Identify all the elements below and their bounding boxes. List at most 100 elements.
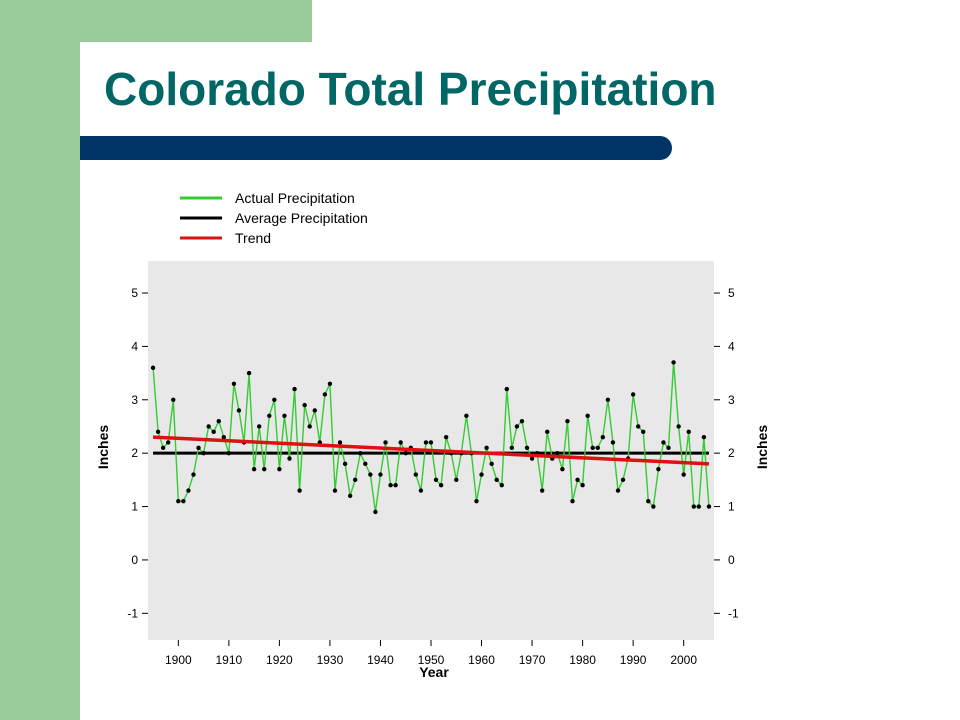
series-layer xyxy=(150,360,712,515)
data-point-actual xyxy=(484,445,489,451)
data-point-actual xyxy=(398,440,403,445)
data-point-actual xyxy=(691,504,696,509)
data-point-actual xyxy=(545,429,550,435)
data-point-actual xyxy=(368,472,373,477)
data-point-actual xyxy=(352,477,358,483)
data-point-actual xyxy=(201,450,206,456)
y-tick-label-left: 4 xyxy=(131,339,138,353)
data-point-actual xyxy=(347,493,353,499)
data-point-actual xyxy=(560,466,565,472)
data-point-actual xyxy=(246,370,252,376)
data-point-actual xyxy=(287,456,292,461)
legend-label-average: Average Precipitation xyxy=(235,210,368,226)
y-axis-title-right: Inches xyxy=(754,425,770,470)
data-point-actual xyxy=(600,434,606,440)
data-point-actual xyxy=(221,434,227,440)
y-tick-label-left: 1 xyxy=(131,500,138,514)
series-line-trend xyxy=(152,435,710,466)
data-point-actual xyxy=(555,450,560,456)
data-point-actual xyxy=(262,466,267,472)
data-point-actual xyxy=(570,499,575,504)
data-point-actual xyxy=(312,408,317,413)
top-decorative-tab xyxy=(80,0,312,42)
data-point-actual xyxy=(630,392,636,397)
data-point-actual xyxy=(155,429,161,435)
chart-legend: Actual Precipitation Average Precipitati… xyxy=(180,190,368,246)
data-point-actual xyxy=(216,418,221,424)
data-point-actual xyxy=(186,488,191,493)
data-point-actual xyxy=(423,440,429,445)
data-point-actual xyxy=(575,477,580,483)
data-point-actual xyxy=(302,402,307,408)
data-point-actual xyxy=(176,499,181,504)
data-point-actual xyxy=(474,499,479,504)
y-tick-label-right: 1 xyxy=(728,500,735,514)
data-point-actual xyxy=(605,397,611,402)
data-point-actual xyxy=(595,445,600,451)
data-point-actual xyxy=(454,477,459,483)
data-point-actual xyxy=(196,445,201,451)
data-point-actual xyxy=(297,488,302,493)
x-tick-label: 1950 xyxy=(418,653,445,667)
y-tick-label-left: -1 xyxy=(127,606,138,620)
y-tick-label-right: -1 xyxy=(728,606,739,620)
data-point-actual xyxy=(307,424,312,429)
x-tick-label: 1910 xyxy=(216,653,243,667)
data-point-actual xyxy=(464,413,469,419)
data-point-actual xyxy=(585,413,590,419)
data-point-actual xyxy=(226,450,232,456)
data-point-actual xyxy=(524,445,530,451)
data-point-actual xyxy=(373,509,378,515)
data-point-actual xyxy=(418,488,424,493)
y-tick-label-right: 3 xyxy=(728,393,735,407)
data-point-actual xyxy=(646,499,651,504)
data-point-actual xyxy=(666,445,671,451)
data-point-actual xyxy=(706,504,712,509)
y-tick-label-left: 3 xyxy=(131,393,138,407)
y-tick-label-left: 5 xyxy=(131,286,138,300)
left-decorative-band xyxy=(0,0,80,720)
data-point-actual xyxy=(565,418,570,424)
data-point-actual xyxy=(529,456,535,461)
y-tick-label-right: 0 xyxy=(728,553,735,567)
data-point-actual xyxy=(363,461,368,467)
data-point-actual xyxy=(378,472,383,477)
data-point-actual xyxy=(166,440,171,445)
data-point-actual xyxy=(438,482,444,488)
axes-layer: -1 -1 0 0 1 1 2 2 3 3 4 4 5 5 1900 1910 1920 1930 1940 1950… xyxy=(127,286,739,667)
data-point-actual xyxy=(256,424,262,429)
title-underline-bar xyxy=(80,136,672,160)
data-point-actual xyxy=(413,472,419,477)
data-point-actual xyxy=(514,424,520,429)
data-point-actual xyxy=(661,440,666,445)
x-tick-label: 1920 xyxy=(266,653,293,667)
data-point-actual xyxy=(211,429,216,435)
data-point-actual xyxy=(615,488,621,493)
x-tick-label: 1900 xyxy=(165,653,192,667)
data-point-actual xyxy=(509,445,515,451)
y-axis-title-left: Inches xyxy=(95,425,111,470)
data-point-actual xyxy=(337,440,343,445)
data-point-actual xyxy=(231,381,237,386)
data-point-actual xyxy=(292,386,297,392)
data-point-actual xyxy=(443,434,449,440)
data-point-actual xyxy=(251,466,257,472)
y-tick-label-right: 2 xyxy=(728,446,735,460)
data-point-actual xyxy=(671,360,676,365)
data-point-actual xyxy=(267,413,272,419)
data-point-actual xyxy=(150,365,156,370)
data-point-actual xyxy=(504,386,510,392)
data-point-actual xyxy=(479,472,484,477)
legend-label-trend: Trend xyxy=(235,230,271,246)
data-point-actual xyxy=(610,440,616,445)
data-point-actual xyxy=(494,477,499,483)
x-tick-label: 1940 xyxy=(367,653,394,667)
y-tick-label-right: 4 xyxy=(728,339,735,353)
data-point-actual xyxy=(358,450,363,456)
x-axis-title: Year xyxy=(419,664,449,680)
data-point-actual xyxy=(388,482,393,488)
data-point-actual xyxy=(393,482,398,488)
x-tick-label: 1930 xyxy=(317,653,344,667)
data-point-actual xyxy=(236,408,242,413)
slide-title: Colorado Total Precipitation xyxy=(104,63,717,115)
